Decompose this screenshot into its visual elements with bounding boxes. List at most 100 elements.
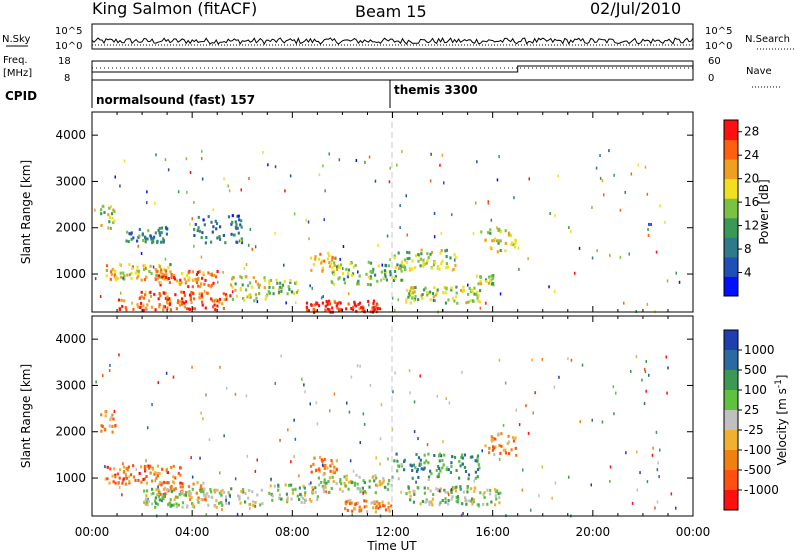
- heatmap-cell: [281, 283, 284, 287]
- heatmap-cell: [433, 235, 436, 239]
- heatmap-cell: [94, 208, 96, 212]
- heatmap-cell: [332, 480, 335, 483]
- heatmap-cell: [95, 380, 97, 384]
- heatmap-cell: [479, 289, 482, 293]
- heatmap-cell: [235, 240, 238, 244]
- heatmap-cell: [331, 475, 334, 479]
- heatmap-cell: [352, 265, 355, 269]
- heatmap-cell: [137, 478, 140, 482]
- heatmap-cell: [650, 223, 652, 226]
- heatmap-cell: [365, 505, 368, 508]
- heatmap-cell: [495, 497, 498, 501]
- heatmap-cell: [441, 259, 444, 263]
- heatmap-cell: [167, 168, 170, 172]
- heatmap-cell: [615, 391, 617, 395]
- heatmap-cell: [217, 280, 219, 284]
- heatmap-cell: [113, 467, 116, 471]
- heatmap-cell: [399, 226, 401, 229]
- colorbar-tick-label: 24: [744, 148, 759, 162]
- heatmap-cell: [288, 483, 291, 487]
- heatmap-cell: [387, 506, 390, 509]
- heatmap-cell: [165, 232, 168, 236]
- heatmap-cell: [239, 286, 242, 290]
- heatmap-cell: [313, 303, 316, 307]
- heatmap-cell: [306, 307, 309, 311]
- heatmap-cell: [150, 237, 153, 241]
- heatmap-cell: [159, 492, 162, 496]
- heatmap-cell: [375, 456, 377, 460]
- heatmap-cell: [341, 489, 344, 493]
- heatmap-cell: [439, 487, 442, 491]
- heatmap-cell: [309, 402, 311, 406]
- heatmap-cell: [455, 291, 458, 295]
- heatmap-cell: [359, 441, 361, 445]
- heatmap-cell: [104, 414, 107, 418]
- heatmap-cell: [369, 276, 372, 280]
- heatmap-cell: [259, 503, 262, 507]
- heatmap-cell: [295, 290, 298, 294]
- colorbar-tick-label: 12: [744, 219, 759, 233]
- colorbar-swatch: [724, 256, 738, 277]
- heatmap-cell: [498, 443, 501, 447]
- heatmap-cell: [427, 486, 430, 490]
- heatmap-cell: [205, 498, 207, 502]
- heatmap-cell: [338, 307, 341, 311]
- heatmap-cell: [128, 263, 131, 267]
- heatmap-cell: [646, 302, 649, 306]
- heatmap-cell: [495, 239, 498, 243]
- heatmap-cell: [159, 281, 162, 285]
- heatmap-cell: [309, 256, 313, 260]
- heatmap-cell: [471, 290, 474, 294]
- heatmap-cell: [118, 476, 121, 480]
- nsky-label: N.Sky: [2, 34, 30, 45]
- heatmap-cell: [498, 227, 501, 231]
- heatmap-cell: [268, 491, 271, 495]
- heatmap-cell: [154, 505, 157, 509]
- heatmap-cell: [232, 290, 234, 294]
- heatmap-cell: [474, 470, 477, 474]
- heatmap-cell: [449, 471, 452, 474]
- heatmap-cell: [322, 486, 325, 490]
- heatmap-cell: [309, 284, 311, 288]
- heatmap-cell: [140, 290, 143, 294]
- heatmap-cell: [158, 292, 161, 295]
- heatmap-cell: [591, 206, 593, 209]
- heatmap-cell: [478, 466, 481, 470]
- noise-tick-top-left: 10^5: [55, 26, 82, 37]
- heatmap-cell: [444, 301, 448, 305]
- heatmap-cell: [399, 266, 402, 270]
- heatmap-cell: [242, 488, 245, 492]
- colorbar-swatch: [724, 276, 738, 297]
- heatmap-cell: [242, 297, 245, 300]
- heatmap-cell: [619, 255, 622, 259]
- heatmap-cell: [476, 296, 479, 300]
- heatmap-cell: [239, 275, 242, 279]
- heatmap-cell: [336, 302, 339, 306]
- heatmap-cell: [130, 231, 133, 235]
- heatmap-cell: [201, 231, 204, 235]
- heatmap-cell: [363, 481, 366, 485]
- heatmap-cell: [228, 189, 231, 193]
- heatmap-cell: [619, 208, 622, 212]
- heatmap-cell: [408, 267, 411, 271]
- heatmap-cell: [339, 263, 343, 267]
- heatmap-cell: [187, 490, 190, 494]
- heatmap-cell: [405, 298, 408, 302]
- heatmap-cell: [143, 477, 146, 481]
- heatmap-cell: [487, 281, 491, 285]
- heatmap-cell: [108, 424, 111, 428]
- heatmap-cell: [213, 504, 216, 508]
- heatmap-cell: [387, 501, 390, 505]
- heatmap-cell: [455, 499, 458, 503]
- heatmap-cell: [460, 288, 463, 292]
- heatmap-cell: [158, 471, 161, 475]
- heatmap-cell: [490, 218, 493, 222]
- heatmap-cell: [381, 500, 384, 504]
- heatmap-cell: [487, 201, 489, 205]
- heatmap-cell: [504, 381, 507, 385]
- heatmap-cell: [178, 303, 181, 307]
- heatmap-cell: [227, 491, 230, 494]
- heatmap-cell: [465, 499, 468, 503]
- heatmap-cell: [320, 296, 323, 300]
